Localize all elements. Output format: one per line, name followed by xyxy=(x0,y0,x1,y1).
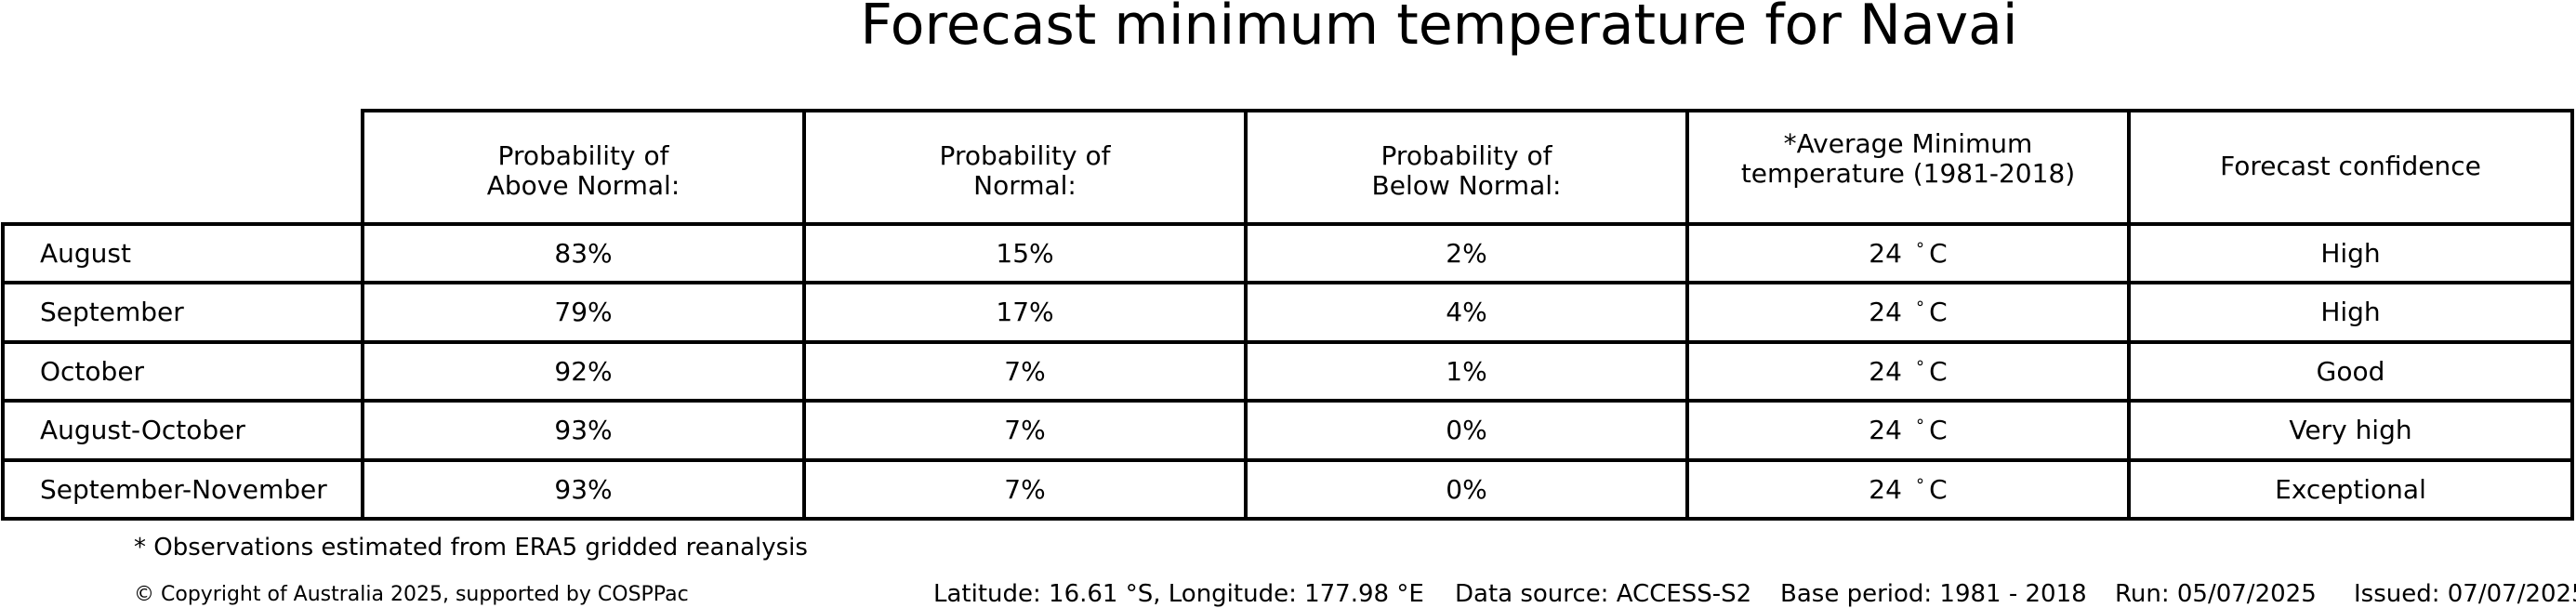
cell-below-normal: 4% xyxy=(1446,297,1487,327)
cell-below-normal: 0% xyxy=(1446,473,1487,505)
cell-forecast-confidence: Very high xyxy=(2289,415,2412,445)
header-line: Probability of xyxy=(497,140,669,171)
cell-below-normal: 2% xyxy=(1446,237,1487,269)
row-label-august-october: August-October xyxy=(40,415,245,445)
header-line: Forecast confidence xyxy=(2220,151,2481,181)
temperature-unit: C xyxy=(1929,473,1948,505)
row-label-october: October xyxy=(40,355,145,387)
cell-above-normal: 92% xyxy=(554,355,613,387)
cell-forecast-confidence: High xyxy=(2320,237,2381,269)
row-label-september-november: September-November xyxy=(40,473,327,505)
cell-above-normal: 83% xyxy=(554,237,613,269)
column-header-above-normal: Probability of Above Normal: xyxy=(363,129,804,213)
cell-average-minimum: 24 ∘ C xyxy=(1687,283,2129,342)
row-label-september: September xyxy=(40,297,184,327)
degree-symbol: ∘ xyxy=(1914,412,1926,431)
cell-normal: 7% xyxy=(1004,355,1046,387)
temperature-value: 24 xyxy=(1869,473,1902,505)
temperature-unit: C xyxy=(1929,355,1948,387)
copyright-notice: © Copyright of Australia 2025, supported… xyxy=(134,583,689,606)
header-line: *Average Minimum xyxy=(1783,128,2033,159)
cell-forecast-confidence: Good xyxy=(2316,355,2385,387)
cell-average-minimum: 24 ∘ C xyxy=(1687,342,2129,401)
column-header-forecast-confidence: Forecast confidence xyxy=(2129,125,2572,208)
cell-above-normal: 79% xyxy=(554,297,613,327)
cell-forecast-confidence: High xyxy=(2320,297,2381,327)
cell-average-minimum: 24 ∘ C xyxy=(1687,401,2129,460)
degree-symbol: ∘ xyxy=(1914,470,1926,491)
temperature-value: 24 xyxy=(1869,237,1902,269)
column-header-average-minimum: *Average Minimum temperature (1981-2018) xyxy=(1687,117,2129,201)
cell-normal: 17% xyxy=(996,297,1054,327)
header-line: temperature (1981-2018) xyxy=(1740,158,2076,189)
data-source: Data source: ACCESS-S2 xyxy=(1455,580,1752,608)
degree-symbol: ∘ xyxy=(1914,234,1926,255)
header-line: Above Normal: xyxy=(486,170,680,201)
cell-above-normal: 93% xyxy=(554,415,613,445)
cell-below-normal: 1% xyxy=(1446,355,1487,387)
cell-below-normal: 0% xyxy=(1446,415,1487,445)
temperature-value: 24 xyxy=(1869,415,1902,445)
header-line: Normal: xyxy=(973,170,1077,201)
degree-symbol: ∘ xyxy=(1914,294,1926,313)
temperature-unit: C xyxy=(1929,415,1948,445)
cell-average-minimum: 24 ∘ C xyxy=(1687,460,2129,519)
temperature-value: 24 xyxy=(1869,297,1902,327)
column-header-below-normal: Probability of Below Normal: xyxy=(1246,129,1687,213)
temperature-value: 24 xyxy=(1869,355,1902,387)
issued-date: Issued: 07/07/2025 xyxy=(2354,580,2576,608)
cell-average-minimum: 24 ∘ C xyxy=(1687,224,2129,283)
temperature-unit: C xyxy=(1929,297,1948,327)
header-line: Probability of xyxy=(1380,140,1552,171)
cell-above-normal: 93% xyxy=(554,473,613,505)
cell-forecast-confidence: Exceptional xyxy=(2275,473,2426,505)
cell-normal: 7% xyxy=(1004,415,1046,445)
run-date: Run: 05/07/2025 xyxy=(2115,580,2317,608)
cell-normal: 7% xyxy=(1004,473,1046,505)
cell-normal: 15% xyxy=(996,237,1054,269)
degree-symbol: ∘ xyxy=(1914,352,1926,373)
footnote: * Observations estimated from ERA5 gridd… xyxy=(134,534,808,562)
location-coordinates: Latitude: 16.61 °S, Longitude: 177.98 °E xyxy=(933,580,1424,608)
column-header-normal: Probability of Normal: xyxy=(804,129,1246,213)
chart-title: Forecast minimum temperature for Navai xyxy=(860,0,2018,58)
temperature-unit: C xyxy=(1929,237,1948,269)
row-label-august: August xyxy=(40,237,131,269)
header-line: Below Normal: xyxy=(1371,170,1562,201)
header-line: Probability of xyxy=(939,140,1111,171)
base-period: Base period: 1981 - 2018 xyxy=(1780,580,2087,608)
